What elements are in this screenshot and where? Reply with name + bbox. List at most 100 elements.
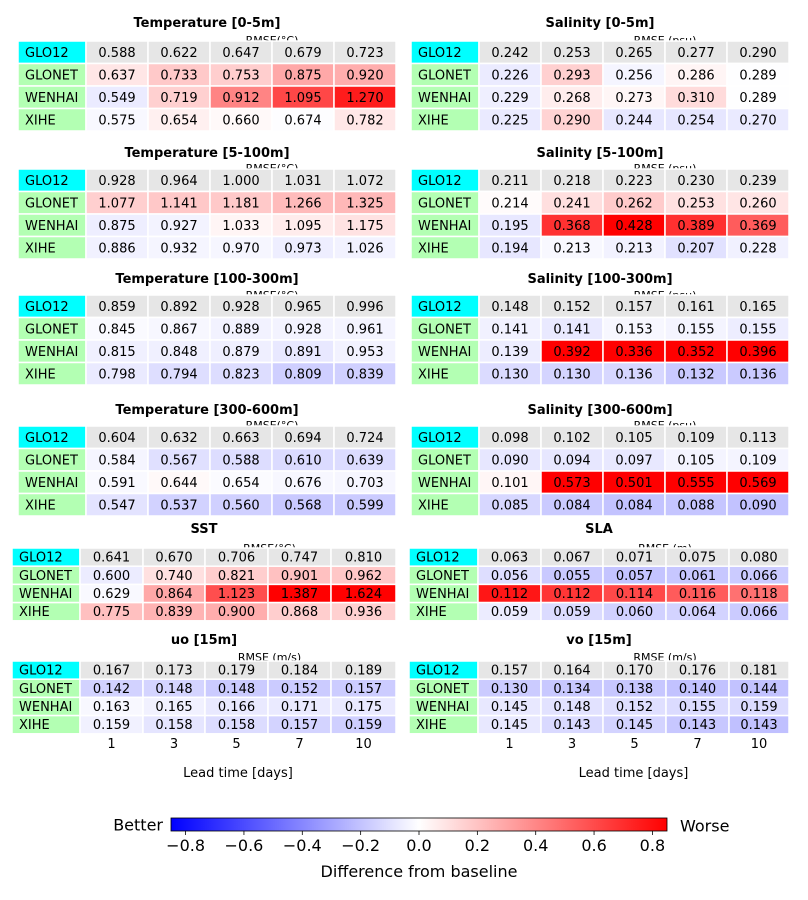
value-label: 0.175: [345, 700, 382, 715]
value-label: 0.920: [346, 68, 383, 83]
value-cell: [726, 361, 790, 386]
value-label: 0.428: [615, 219, 652, 234]
lead-tick-label: 5: [232, 737, 240, 752]
value-label: 0.239: [739, 174, 776, 189]
value-label: 0.109: [677, 431, 714, 446]
value-label: 0.782: [346, 113, 383, 128]
value-label: 0.901: [281, 569, 318, 584]
value-label: 0.143: [553, 718, 590, 733]
value-label: 0.211: [491, 174, 528, 189]
value-label: 0.098: [491, 431, 528, 446]
value-label: 0.148: [491, 300, 528, 315]
model-label: WENHAI: [418, 91, 471, 106]
value-label: 0.694: [284, 431, 321, 446]
value-label: 0.157: [281, 718, 318, 733]
x-axis-label: Lead time [days]: [579, 766, 689, 781]
value-label: 0.075: [679, 551, 716, 566]
model-label: GLO12: [418, 46, 462, 61]
value-label: 0.273: [615, 91, 652, 106]
value-label: 0.181: [740, 664, 777, 679]
model-label: GLONET: [416, 569, 469, 584]
value-label: 0.679: [284, 46, 321, 61]
value-label: 0.810: [345, 551, 382, 566]
model-label: GLO12: [416, 551, 460, 566]
value-label: 0.214: [491, 196, 528, 211]
value-label: 1.026: [346, 241, 383, 256]
value-label: 0.809: [284, 367, 321, 382]
value-label: 0.105: [677, 453, 714, 468]
value-label: 0.157: [491, 664, 528, 679]
value-label: 0.875: [98, 219, 135, 234]
model-label: GLO12: [25, 300, 69, 315]
value-label: 0.101: [491, 476, 528, 491]
value-label: 0.537: [160, 498, 197, 513]
value-label: 0.270: [739, 113, 776, 128]
value-label: 0.228: [739, 241, 776, 256]
value-cell: [728, 601, 790, 622]
value-label: 0.176: [679, 664, 716, 679]
lead-tick-label: 5: [630, 737, 638, 752]
value-label: 0.289: [739, 91, 776, 106]
value-label: 0.195: [491, 219, 528, 234]
value-label: 0.244: [615, 113, 652, 128]
value-label: 0.900: [218, 605, 255, 620]
value-label: 0.336: [615, 345, 652, 360]
value-label: 0.389: [677, 219, 714, 234]
value-label: 0.569: [739, 476, 776, 491]
panel-title: Temperature [5-100m]: [124, 146, 289, 161]
value-label: 0.116: [679, 587, 716, 602]
value-label: 0.588: [222, 453, 259, 468]
value-label: 0.145: [491, 718, 528, 733]
value-label: 0.927: [160, 219, 197, 234]
value-label: 0.676: [284, 476, 321, 491]
model-label: XIHE: [25, 498, 56, 513]
value-label: 0.290: [553, 113, 590, 128]
value-label: 0.912: [222, 91, 259, 106]
value-label: 0.059: [491, 605, 528, 620]
value-label: 0.575: [98, 113, 135, 128]
value-label: 0.152: [281, 682, 318, 697]
lead-tick-label: 10: [355, 737, 372, 752]
value-label: 0.584: [98, 453, 135, 468]
value-label: 0.568: [284, 498, 321, 513]
value-label: 0.839: [346, 367, 383, 382]
value-cell: [333, 235, 397, 260]
value-label: 0.184: [281, 664, 318, 679]
model-label: WENHAI: [25, 91, 78, 106]
lead-tick-label: 7: [295, 737, 303, 752]
value-label: 0.102: [553, 431, 590, 446]
value-label: 0.644: [160, 476, 197, 491]
value-label: 0.293: [553, 68, 590, 83]
value-label: 0.654: [160, 113, 197, 128]
value-label: 0.097: [615, 453, 652, 468]
value-label: 0.794: [160, 367, 197, 382]
colorbar-tick-label: −0.4: [283, 836, 322, 855]
value-label: 0.864: [155, 587, 192, 602]
model-label: GLO12: [19, 664, 63, 679]
value-label: 0.591: [98, 476, 135, 491]
value-label: 0.148: [218, 682, 255, 697]
value-cell: [726, 492, 790, 517]
value-label: 0.549: [98, 91, 135, 106]
lead-tick-label: 7: [693, 737, 701, 752]
value-label: 1.141: [160, 196, 197, 211]
value-label: 0.084: [615, 498, 652, 513]
value-label: 0.090: [739, 498, 776, 513]
value-label: 0.868: [281, 605, 318, 620]
model-label: WENHAI: [25, 476, 78, 491]
lead-tick-label: 3: [568, 737, 576, 752]
value-label: 0.723: [346, 46, 383, 61]
colorbar-worse-label: Worse: [680, 817, 729, 836]
value-label: 0.242: [491, 46, 528, 61]
colorbar-tick-label: 0.8: [640, 836, 665, 855]
value-label: 0.207: [677, 241, 714, 256]
value-label: 0.170: [616, 664, 653, 679]
value-label: 0.144: [740, 682, 777, 697]
value-label: 0.152: [553, 300, 590, 315]
value-label: 0.064: [679, 605, 716, 620]
colorbar: [170, 817, 668, 832]
value-label: 0.155: [739, 322, 776, 337]
panel-title: Salinity [100-300m]: [527, 272, 672, 287]
model-label: GLONET: [418, 322, 471, 337]
value-label: 0.148: [553, 700, 590, 715]
